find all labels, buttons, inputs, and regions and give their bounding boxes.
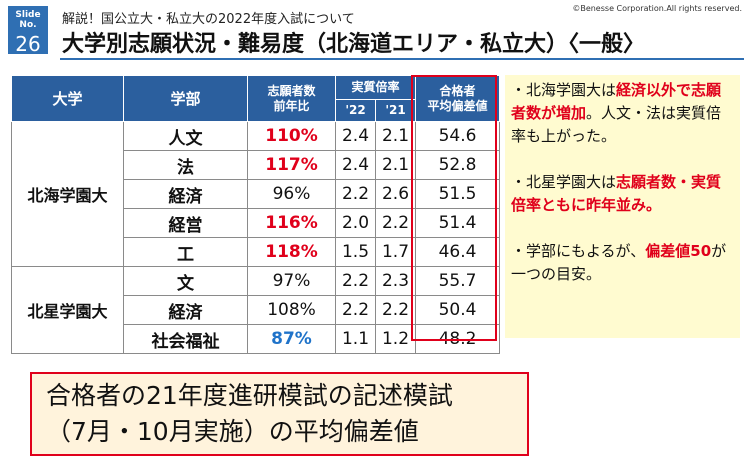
slide-number-label: Slide No.	[15, 10, 41, 30]
applicants-ratio: 97%	[247, 266, 336, 296]
note3-text-a: ・学部にもよるが、	[511, 242, 646, 260]
applicants-ratio: 108%	[247, 295, 336, 325]
header-passers-line2: 平均偏差値	[427, 98, 488, 113]
faculty-name: 人文	[123, 121, 248, 151]
average-deviation: 51.5	[415, 179, 500, 209]
header-applicants-line1: 志願者数	[267, 83, 316, 98]
note1-emphasis: 経済以外で志願者数が増加	[511, 81, 722, 122]
slide-title: 大学別志願状況・難易度（北海道エリア・私立大）〈一般〉	[62, 32, 646, 57]
ratio-2021: 2.3	[375, 266, 416, 296]
note3-emphasis: 偏差値50	[645, 242, 712, 260]
table-row: 法 117% 2.4 2.1 52.8	[12, 150, 500, 180]
faculty-name: 社会福祉	[123, 324, 248, 354]
note-hokkai-gakuen: ・北海学園大は経済以外で志願者数が増加。人文・法は実質倍率も上がった。	[511, 79, 734, 148]
header-passers-line1: 合格者	[439, 83, 476, 98]
ratio-2021: 2.6	[375, 179, 416, 209]
header-applicants: 志願者数 前年比	[247, 75, 336, 122]
ratio-2022: 2.2	[335, 295, 376, 325]
copyright: ©Benesse Corporation.All rights reserved…	[572, 4, 742, 13]
note2-text-a: ・北星学園大は	[511, 173, 617, 191]
note3-text-c: が一つの目安。	[511, 242, 727, 283]
table-row: 経済 108% 2.2 2.2 50.4	[12, 295, 500, 325]
university-name: 北星学園大	[11, 266, 124, 354]
header-ratio-22: '22	[335, 99, 376, 122]
slide-subtitle: 解説！国公立大・私立大の2022年度入試について	[62, 12, 355, 27]
ratio-2021: 2.2	[375, 295, 416, 325]
ratio-2022: 1.1	[335, 324, 376, 354]
header-ratio-21: '21	[375, 99, 416, 122]
faculty-name: 工	[123, 237, 248, 267]
ratio-2021: 2.1	[375, 150, 416, 180]
table-body: 北海学園大 人文 110% 2.4 2.1 54.6 法 117% 2.4 2.1 52.8 経済 96…	[11, 121, 500, 354]
note2-emphasis: 志願者数・実質倍率ともに昨年並み。	[511, 173, 722, 214]
applicants-ratio: 117%	[247, 150, 336, 180]
average-deviation: 50.4	[415, 295, 500, 325]
header-applicants-line2: 前年比	[273, 98, 310, 113]
ratio-2022: 2.0	[335, 208, 376, 238]
ratio-2021: 1.7	[375, 237, 416, 267]
notes-box: ・北海学園大は経済以外で志願者数が増加。人文・法は実質倍率も上がった。 ・北星学…	[505, 75, 740, 338]
ratio-2021: 2.2	[375, 208, 416, 238]
ratio-2021: 1.2	[375, 324, 416, 354]
table-row: 経営 116% 2.0 2.2 51.4	[12, 208, 500, 238]
table-row: 経済 96% 2.2 2.6 51.5	[12, 179, 500, 209]
callout-line2: （7月・10月実施）の平均偏差値	[46, 417, 419, 446]
ratio-2022: 2.2	[335, 179, 376, 209]
faculty-name: 法	[123, 150, 248, 180]
note1-text-c: 。人文・法は実質倍率も上がった。	[511, 104, 722, 145]
deviation-explanation-callout: 合格者の21年度進研模試の記述模試 （7月・10月実施）の平均偏差値	[30, 372, 529, 456]
table-row: 社会福祉 87% 1.1 1.2 48.2	[12, 324, 500, 354]
slide-number: 26	[15, 32, 41, 56]
note-benchmark: ・学部にもよるが、偏差値50が一つの目安。	[511, 240, 734, 286]
note-hokusei-gakuen: ・北星学園大は志願者数・実質倍率ともに昨年並み。	[511, 171, 734, 217]
ratio-2022: 1.5	[335, 237, 376, 267]
applicants-ratio: 96%	[247, 179, 336, 209]
ratio-2022: 2.2	[335, 266, 376, 296]
ratio-2021: 2.1	[375, 121, 416, 151]
applicants-ratio: 87%	[247, 324, 336, 354]
faculty-name: 経済	[123, 295, 248, 325]
average-deviation: 52.8	[415, 150, 500, 180]
admissions-table: 大学 学部 志願者数 前年比 実質倍率 合格者 平均偏差値 '22 '21 北海…	[11, 75, 500, 354]
header-ratio: 実質倍率	[335, 75, 416, 100]
applicants-ratio: 110%	[247, 121, 336, 151]
faculty-name: 文	[123, 266, 248, 296]
university-name: 北海学園大	[11, 121, 124, 267]
ratio-2022: 2.4	[335, 150, 376, 180]
faculty-name: 経営	[123, 208, 248, 238]
slide-number-badge: Slide No. 26	[8, 6, 48, 56]
note1-text-a: ・北海学園大は	[511, 81, 617, 99]
header-faculty: 学部	[123, 75, 248, 122]
callout-line1: 合格者の21年度進研模試の記述模試	[46, 381, 453, 410]
deviation-column-highlight	[411, 75, 497, 341]
title-divider	[60, 58, 744, 60]
applicants-ratio: 116%	[247, 208, 336, 238]
ratio-2022: 2.4	[335, 121, 376, 151]
faculty-name: 経済	[123, 179, 248, 209]
header-university: 大学	[11, 75, 124, 122]
applicants-ratio: 118%	[247, 237, 336, 267]
average-deviation: 51.4	[415, 208, 500, 238]
